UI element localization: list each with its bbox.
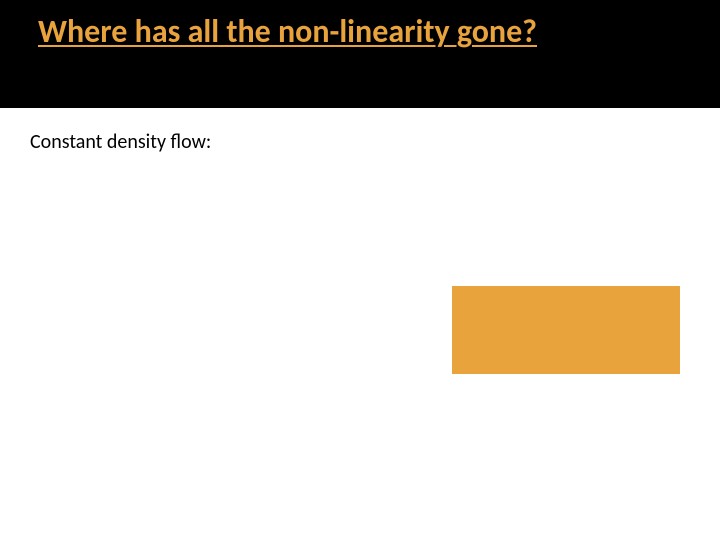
title-bar: Where has all the non-linearity gone? — [0, 0, 720, 108]
slide-title: Where has all the non-linearity gone? — [38, 14, 598, 51]
body-text: Constant density flow: — [30, 130, 211, 154]
accent-box — [452, 286, 680, 374]
